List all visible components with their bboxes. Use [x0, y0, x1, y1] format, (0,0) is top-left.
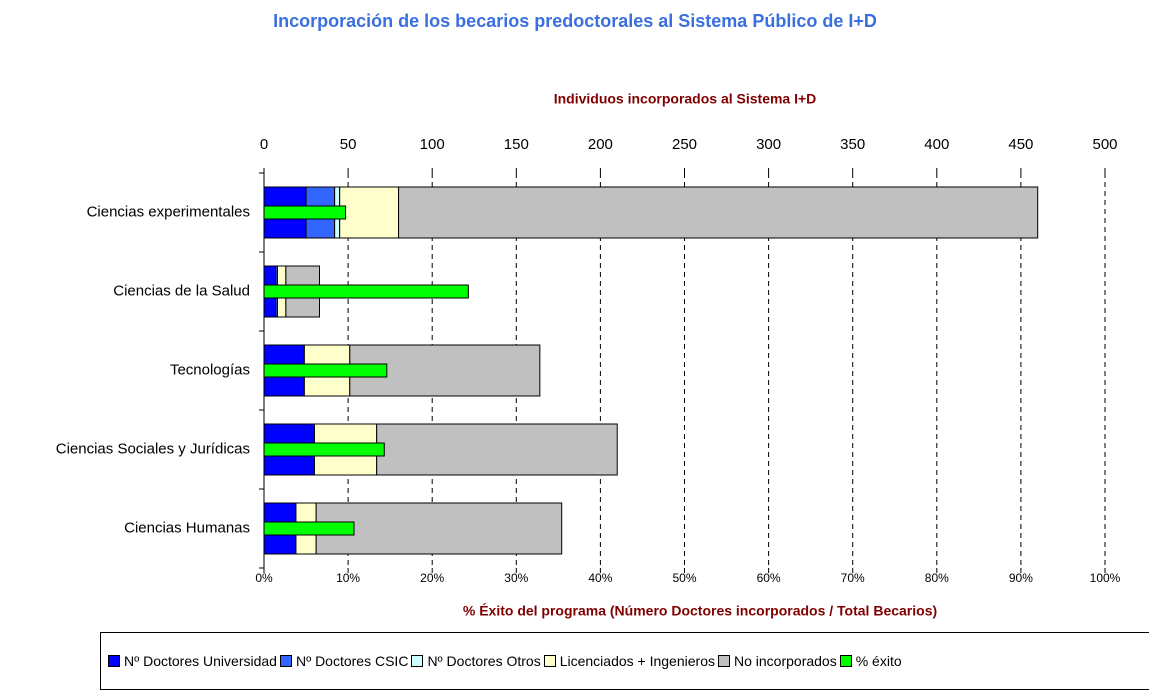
bar [263, 521, 355, 536]
x2-tick-label: 0% [255, 571, 273, 585]
y-tick-label: Tecnologías [170, 361, 250, 378]
x2-axis-title: % Éxito del programa (Número Doctores in… [463, 603, 937, 619]
y-tick-label: Ciencias Sociales y Jurídicas [56, 440, 250, 457]
x-tick-label: 400 [924, 136, 949, 153]
x-tick-label: 300 [756, 136, 781, 153]
legend-item: Licenciados + Ingenieros [543, 653, 715, 669]
bar-segment [315, 502, 563, 555]
x-tick-label: 200 [588, 136, 613, 153]
x-tick-label: 0 [260, 136, 268, 153]
bar [263, 284, 469, 299]
x2-tick-label: 40% [588, 571, 612, 585]
x-tick-label: 350 [840, 136, 865, 153]
legend-swatch [543, 655, 556, 667]
legend-item: Nº Doctores Otros [411, 653, 541, 669]
bar [263, 363, 388, 378]
bar-segment [339, 186, 400, 239]
legend-label: Nº Doctores Otros [427, 653, 541, 669]
legend-swatch [717, 655, 730, 667]
x-tick-label: 500 [1092, 136, 1117, 153]
x-axis-title: Individuos incorporados al Sistema I+D [554, 91, 817, 107]
legend-swatch [839, 655, 852, 667]
bar [263, 442, 385, 457]
x2-tick-label: 20% [420, 571, 444, 585]
legend-item: % éxito [839, 653, 902, 669]
legend-label: Licenciados + Ingenieros [559, 653, 715, 669]
chart-title: Incorporación de los becarios predoctora… [273, 11, 877, 31]
legend-swatch [411, 655, 424, 667]
x2-tick-label: 70% [841, 571, 865, 585]
bar-segment [398, 186, 1039, 239]
legend-label: Nº Doctores CSIC [295, 653, 409, 669]
x-tick-label: 250 [672, 136, 697, 153]
legend-label: % éxito [855, 653, 902, 669]
legend-label: Nº Doctores Universidad [124, 653, 277, 669]
x2-tick-label: 10% [336, 571, 360, 585]
x2-tick-label: 50% [672, 571, 696, 585]
legend-swatch [108, 655, 120, 667]
legend-item: Nº Doctores CSIC [279, 653, 409, 669]
legend-swatch [279, 655, 292, 667]
x2-tick-label: 30% [504, 571, 528, 585]
y-tick-label: Ciencias Humanas [124, 519, 250, 536]
y-tick-label: Ciencias experimentales [87, 203, 250, 220]
x-tick-label: 150 [504, 136, 529, 153]
x2-tick-label: 90% [1009, 571, 1033, 585]
bar [263, 205, 347, 220]
x2-tick-label: 60% [757, 571, 781, 585]
legend-item: Nº Doctores Universidad [108, 653, 277, 669]
bar-segment [376, 423, 618, 476]
legend-label: No incorporados [733, 653, 837, 669]
x-tick-label: 450 [1008, 136, 1033, 153]
x2-tick-label: 80% [925, 571, 949, 585]
legend-item: No incorporados [717, 653, 837, 669]
x-tick-label: 100 [420, 136, 445, 153]
x2-tick-label: 100% [1090, 571, 1121, 585]
y-tick-label: Ciencias de la Salud [113, 282, 250, 299]
x-tick-label: 50 [340, 136, 357, 153]
legend: Nº Doctores Universidad Nº Doctores CSIC N… [100, 632, 1149, 690]
